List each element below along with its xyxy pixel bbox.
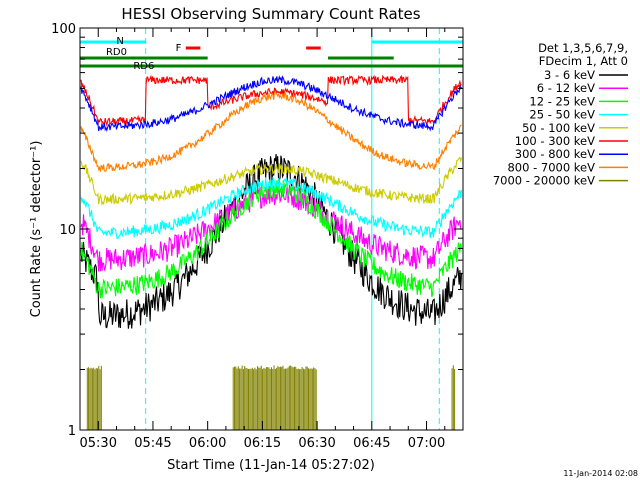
legend-header-line2: FDecim 1, Att 0 [539,54,628,68]
x-tick-label: 05:45 [134,436,171,451]
series-line-50-100keV [80,156,463,206]
series-layer [80,74,463,430]
series-line-3-6keV [80,153,463,329]
y-tick-label: 10 [59,223,76,238]
x-tick-label: 06:15 [244,436,281,451]
series-line-300-800keV [80,75,462,132]
legend-label: 12 - 25 keV [529,94,595,108]
legend-label: 300 - 800 keV [515,147,595,161]
series-line-25-50keV [80,176,463,240]
series-line-6-12keV [80,184,462,272]
x-tick-label: 06:45 [353,436,390,451]
legend-label: 800 - 7000 keV [507,160,595,174]
legend-label: 50 - 100 keV [522,121,595,135]
night-label: N [116,36,123,47]
series-line-800-7000keV [80,90,462,173]
legend-label: 100 - 300 keV [515,134,595,148]
timestamp-label: 11-Jan-2014 02:08 [563,469,638,478]
y-tick-label: 100 [51,22,76,37]
x-tick-label: 05:30 [80,436,117,451]
annotations-layer: N F RD0 RD6 [80,36,463,72]
legend-label: 25 - 50 keV [529,108,595,122]
rd0-label: RD0 [106,47,127,58]
flare-label: F [176,43,182,54]
series-line-100-300keV [80,74,462,127]
series-line-12-25keV [80,178,463,299]
y-tick-label: 1 [68,424,76,439]
x-tick-label: 06:30 [298,436,335,451]
series-7000-20000keV [86,365,456,430]
chart-title: HESSI Observing Summary Count Rates [121,5,420,23]
axes-layer: 05:30 05:45 06:00 06:15 06:30 06:45 07:00 1 10 10… [51,22,464,451]
y-axis-label: Count Rate (s⁻¹ detector⁻¹) [29,141,44,318]
legend-label: 3 - 6 keV [544,68,595,82]
legend-label: 7000 - 20000 keV [493,174,595,188]
x-tick-label: 07:00 [408,436,445,451]
legend-header-line1: Det 1,3,5,6,7,9, [538,41,628,55]
legend-label: 6 - 12 keV [537,81,595,95]
x-axis-label: Start Time (11-Jan-14 05:27:02) [167,458,375,473]
x-tick-label: 06:00 [189,436,226,451]
rd6-label: RD6 [133,61,154,72]
